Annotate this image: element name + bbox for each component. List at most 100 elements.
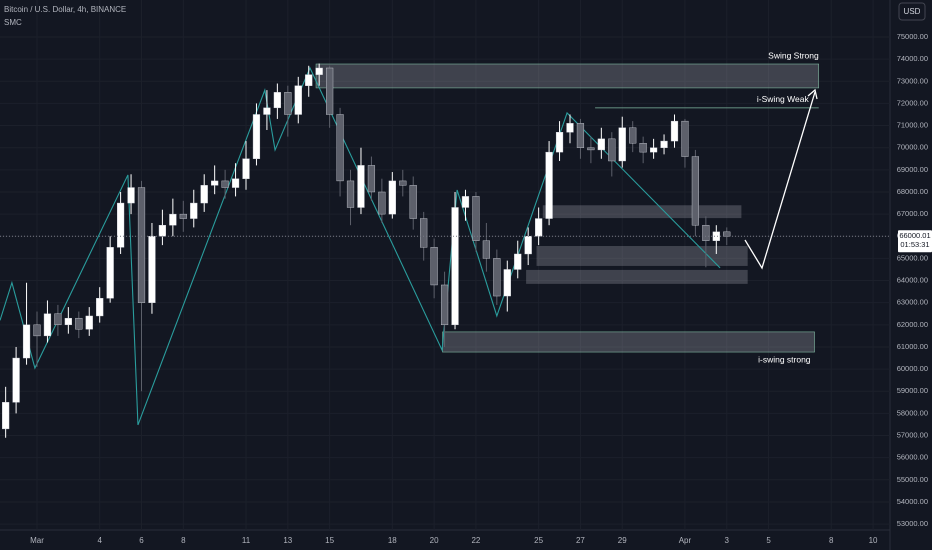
zone: [542, 205, 742, 219]
candle-body: [514, 253, 522, 270]
candle-body: [33, 324, 41, 337]
y-tick-label: 59000.00: [897, 386, 928, 395]
candle-body: [608, 138, 616, 162]
candle-body: [22, 324, 31, 359]
y-tick-label: 57000.00: [897, 431, 928, 440]
y-tick-label: 54000.00: [897, 497, 928, 506]
candle-body: [409, 185, 417, 219]
candle-body: [315, 67, 323, 75]
candle-body: [723, 231, 731, 237]
candle-body: [75, 317, 83, 330]
arrow-head: [807, 88, 818, 100]
candle-body: [336, 114, 344, 182]
x-tick-label: 22: [471, 536, 480, 545]
candle-body: [190, 202, 198, 219]
y-tick-label: 63000.00: [897, 298, 928, 307]
y-tick-label: 65000.00: [897, 253, 928, 262]
y-tick-label: 67000.00: [897, 209, 928, 218]
x-tick-label: Mar: [30, 536, 44, 545]
candle-body: [12, 357, 20, 403]
currency[interactable]: USD: [904, 7, 921, 16]
candle-body: [712, 231, 720, 241]
candle-body: [54, 313, 62, 326]
candle-body: [555, 132, 564, 153]
y-tick-label: 72000.00: [897, 98, 928, 107]
candle-body: [461, 196, 470, 208]
candle-body: [179, 213, 187, 219]
candle-body: [211, 180, 219, 186]
candle-body: [639, 143, 647, 153]
candle-body: [273, 92, 281, 109]
candle-body: [681, 120, 689, 157]
zone: [536, 246, 748, 266]
y-tick-label: 62000.00: [897, 320, 928, 329]
candle-body: [221, 180, 229, 188]
candle-body: [440, 284, 449, 326]
candle-body: [2, 402, 10, 430]
candle-body: [691, 156, 700, 226]
candle-body: [472, 196, 480, 241]
candle-body: [430, 247, 438, 286]
candle-body: [702, 224, 710, 241]
candle-body: [587, 147, 595, 151]
x-tick-label: 13: [283, 536, 292, 545]
candle-body: [618, 127, 626, 162]
candle-body: [597, 138, 605, 151]
candle-body: [117, 202, 125, 248]
candle-body: [106, 247, 114, 299]
currency-box[interactable]: [898, 2, 926, 21]
candle-body: [378, 191, 386, 215]
y-tick-label: 58000.00: [897, 408, 928, 417]
candle-body: [388, 180, 396, 215]
x-tick-label: Apr: [679, 536, 692, 545]
candle-body: [357, 165, 365, 208]
x-tick-label: 20: [430, 536, 439, 545]
candle-body: [252, 114, 261, 159]
annotation: i-swing strong: [758, 354, 811, 364]
annotation: i-Swing Weak: [757, 94, 810, 104]
projection-arrow: [744, 91, 816, 270]
candle-body: [367, 165, 376, 193]
candle-body: [524, 236, 532, 255]
countdown: 01:53:31: [900, 240, 929, 249]
candle-body: [545, 151, 553, 219]
candle-body: [660, 140, 668, 148]
candle-body: [137, 187, 146, 303]
y-tick-label: 68000.00: [897, 187, 928, 196]
candle-body: [294, 85, 302, 115]
candle-body: [43, 313, 52, 337]
candle-body: [263, 107, 271, 115]
candle-body: [231, 178, 240, 188]
chart-title: Bitcoin / U.S. Dollar, 4h, BINANCE: [4, 5, 126, 14]
y-tick-label: 55000.00: [897, 475, 928, 484]
y-tick-label: 53000.00: [897, 519, 928, 528]
candle-body: [64, 317, 72, 326]
candle-body: [566, 123, 574, 133]
candle-body: [169, 213, 177, 226]
candle-body: [127, 187, 135, 204]
candle-body: [305, 74, 313, 86]
y-tick-label: 75000.00: [897, 32, 928, 41]
x-tick-label: 25: [534, 536, 543, 545]
x-tick-label: 8: [181, 536, 186, 545]
candle-body: [96, 298, 104, 317]
zone: [442, 331, 815, 353]
y-tick-label: 56000.00: [897, 453, 928, 462]
x-tick-label: 15: [325, 536, 334, 545]
zone: [526, 269, 748, 284]
last-price-label: 66000.01: [899, 231, 930, 240]
candle-body: [629, 127, 637, 144]
candle-body: [85, 315, 93, 330]
zone: [315, 63, 820, 89]
y-tick-label: 61000.00: [897, 342, 928, 351]
last-price-box: [898, 230, 932, 253]
y-tick-label: 69000.00: [897, 165, 928, 174]
candle-body: [326, 67, 334, 115]
y-tick-label: 71000.00: [897, 121, 928, 130]
y-tick-label: 70000.00: [897, 143, 928, 152]
candle-body: [451, 207, 459, 326]
x-tick-label: 10: [869, 536, 878, 545]
y-tick-label: 60000.00: [897, 364, 928, 373]
candle-body: [535, 218, 543, 237]
